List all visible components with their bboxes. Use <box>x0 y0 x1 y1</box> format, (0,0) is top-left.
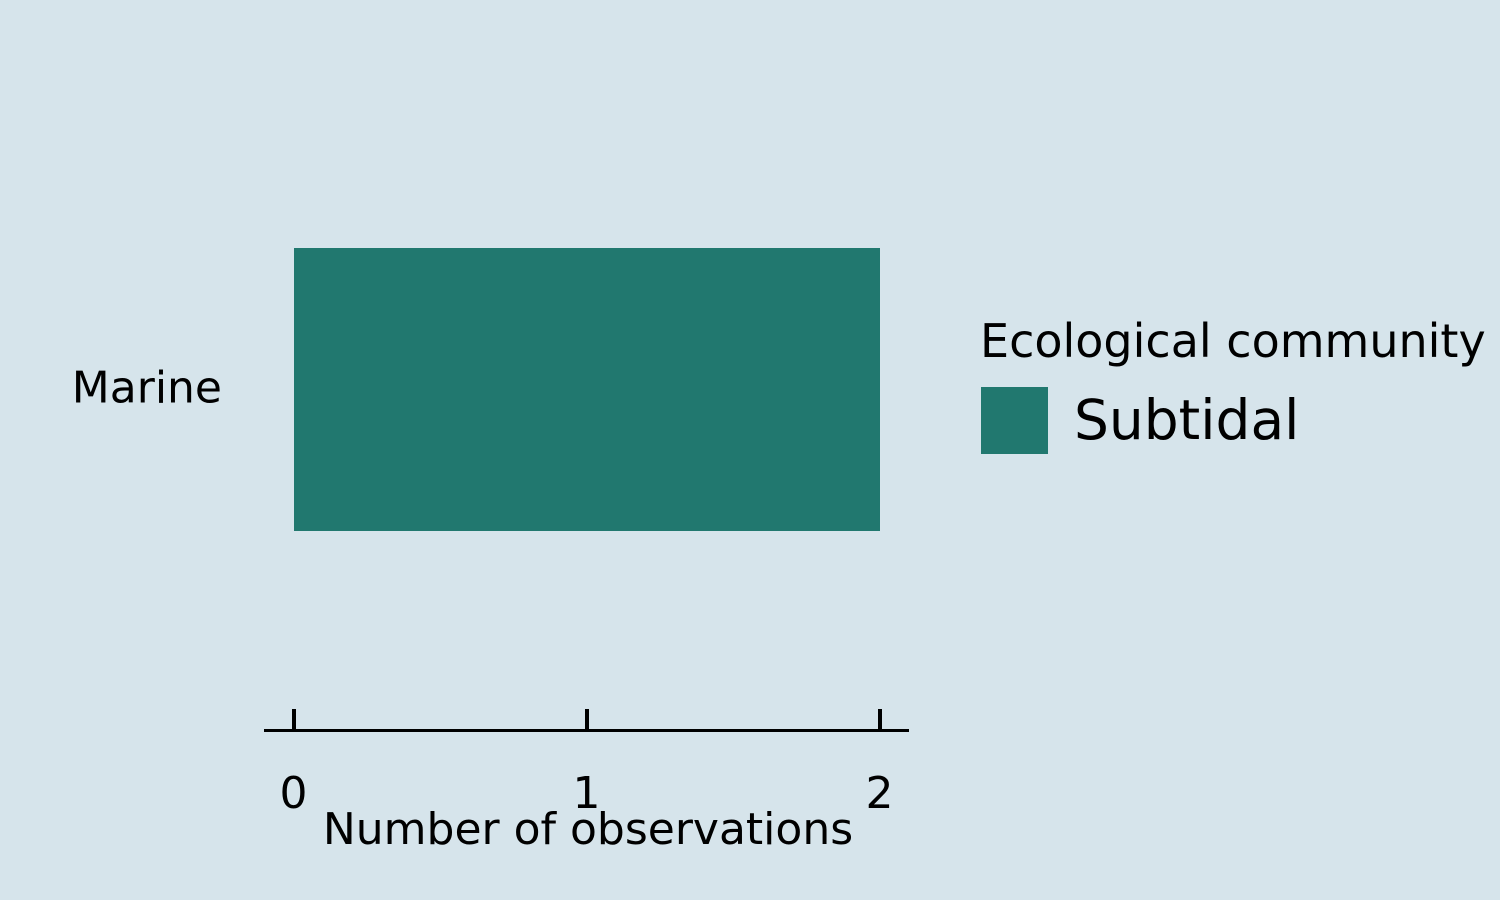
legend-item-subtidal: Subtidal <box>981 387 1299 454</box>
x-tick-mark <box>291 709 296 731</box>
bar-marine-subtidal <box>293 248 880 531</box>
x-tick-mark <box>877 709 882 731</box>
x-tick-mark <box>584 709 589 731</box>
y-tick-label-marine: Marine <box>71 362 222 414</box>
legend: Ecological community Subtidal <box>980 314 1486 454</box>
x-tick-label: 2 <box>865 768 894 819</box>
x-axis-title: Number of observations <box>322 804 854 855</box>
legend-swatch-subtidal <box>981 387 1048 454</box>
legend-title: Ecological community <box>980 314 1486 368</box>
legend-label-subtidal: Subtidal <box>1074 388 1300 453</box>
x-tick-label: 0 <box>279 768 308 819</box>
x-tick-label: 1 <box>572 768 601 819</box>
